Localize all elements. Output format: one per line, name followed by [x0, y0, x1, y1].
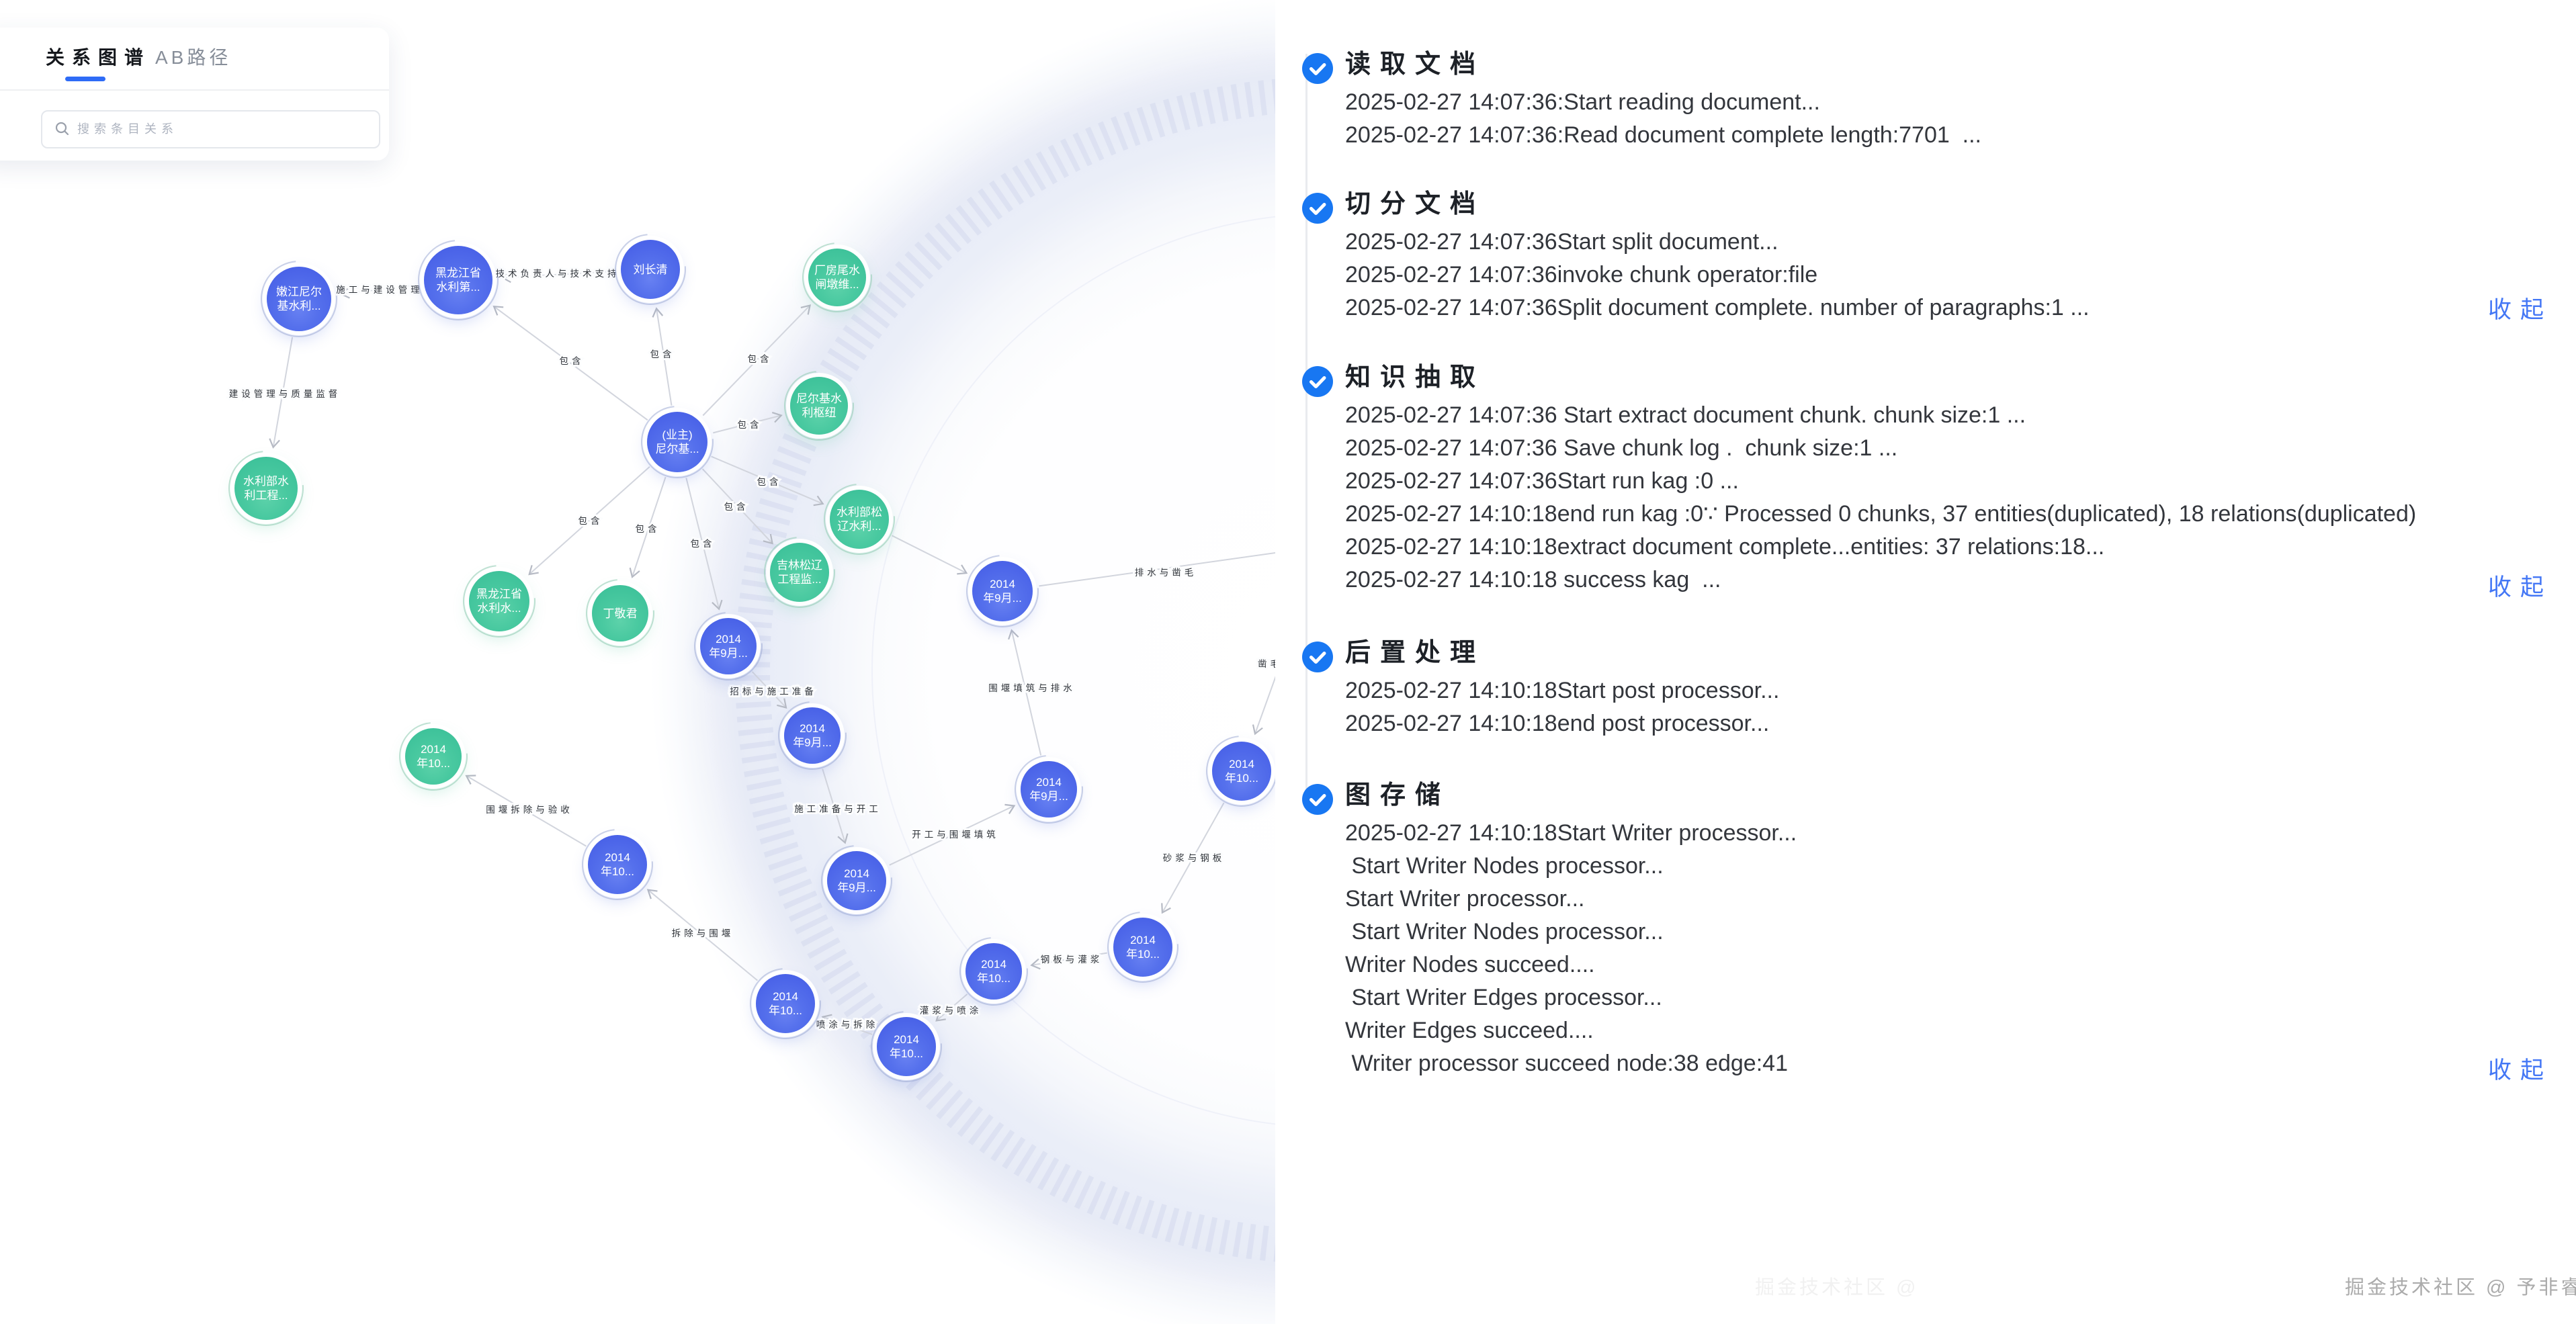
svg-text:凿毛与钢板: 凿毛与钢板	[1258, 659, 1275, 669]
svg-text:建设管理与质量监督: 建设管理与质量监督	[229, 389, 341, 399]
svg-text:包含: 包含	[724, 502, 749, 512]
svg-text:招标与施工准备: 招标与施工准备	[730, 686, 817, 697]
svg-text:技术负责人与技术支持: 技术负责人与技术支持	[496, 269, 620, 279]
svg-text:灌浆与喷涂: 灌浆与喷涂	[920, 1006, 982, 1016]
svg-text:排水与凿毛: 排水与凿毛	[1135, 568, 1197, 578]
svg-text:开工与围堰填筑: 开工与围堰填筑	[912, 830, 999, 840]
svg-text:包含: 包含	[578, 516, 603, 526]
svg-text:钢板与灌浆: 钢板与灌浆	[1041, 955, 1103, 965]
svg-text:包含: 包含	[748, 354, 773, 364]
svg-text:砂浆与钢板: 砂浆与钢板	[1163, 853, 1226, 863]
svg-text:包含: 包含	[636, 524, 660, 534]
svg-text:施工与建设管理: 施工与建设管理	[336, 285, 423, 295]
svg-text:包含: 包含	[650, 349, 675, 359]
svg-text:包含: 包含	[560, 356, 585, 366]
svg-text:围堰拆除与验收: 围堰拆除与验收	[486, 805, 573, 815]
svg-text:围堰填筑与排水: 围堰填筑与排水	[988, 683, 1076, 693]
svg-text:包含: 包含	[691, 539, 716, 549]
svg-text:包含: 包含	[738, 420, 763, 430]
svg-text:喷涂与拆除: 喷涂与拆除	[816, 1020, 879, 1030]
svg-text:包含: 包含	[757, 477, 782, 487]
svg-text:拆除与围堰: 拆除与围堰	[672, 928, 734, 938]
svg-text:施工准备与开工: 施工准备与开工	[794, 803, 882, 814]
